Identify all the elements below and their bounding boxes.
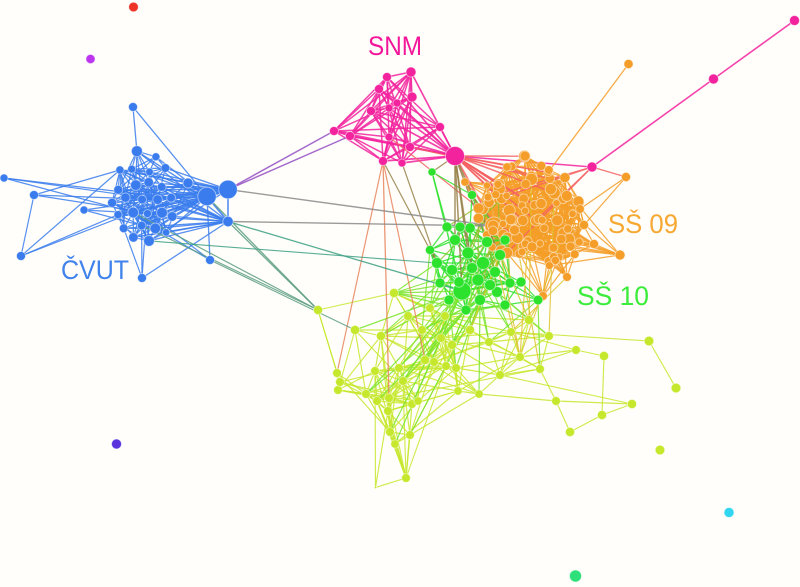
svg-text:SŠ 09: SŠ 09 [608,208,678,239]
svg-text:ČVUT: ČVUT [61,254,129,285]
svg-text:SNM: SNM [368,31,422,61]
svg-text:SŠ 10: SŠ 10 [577,280,649,311]
